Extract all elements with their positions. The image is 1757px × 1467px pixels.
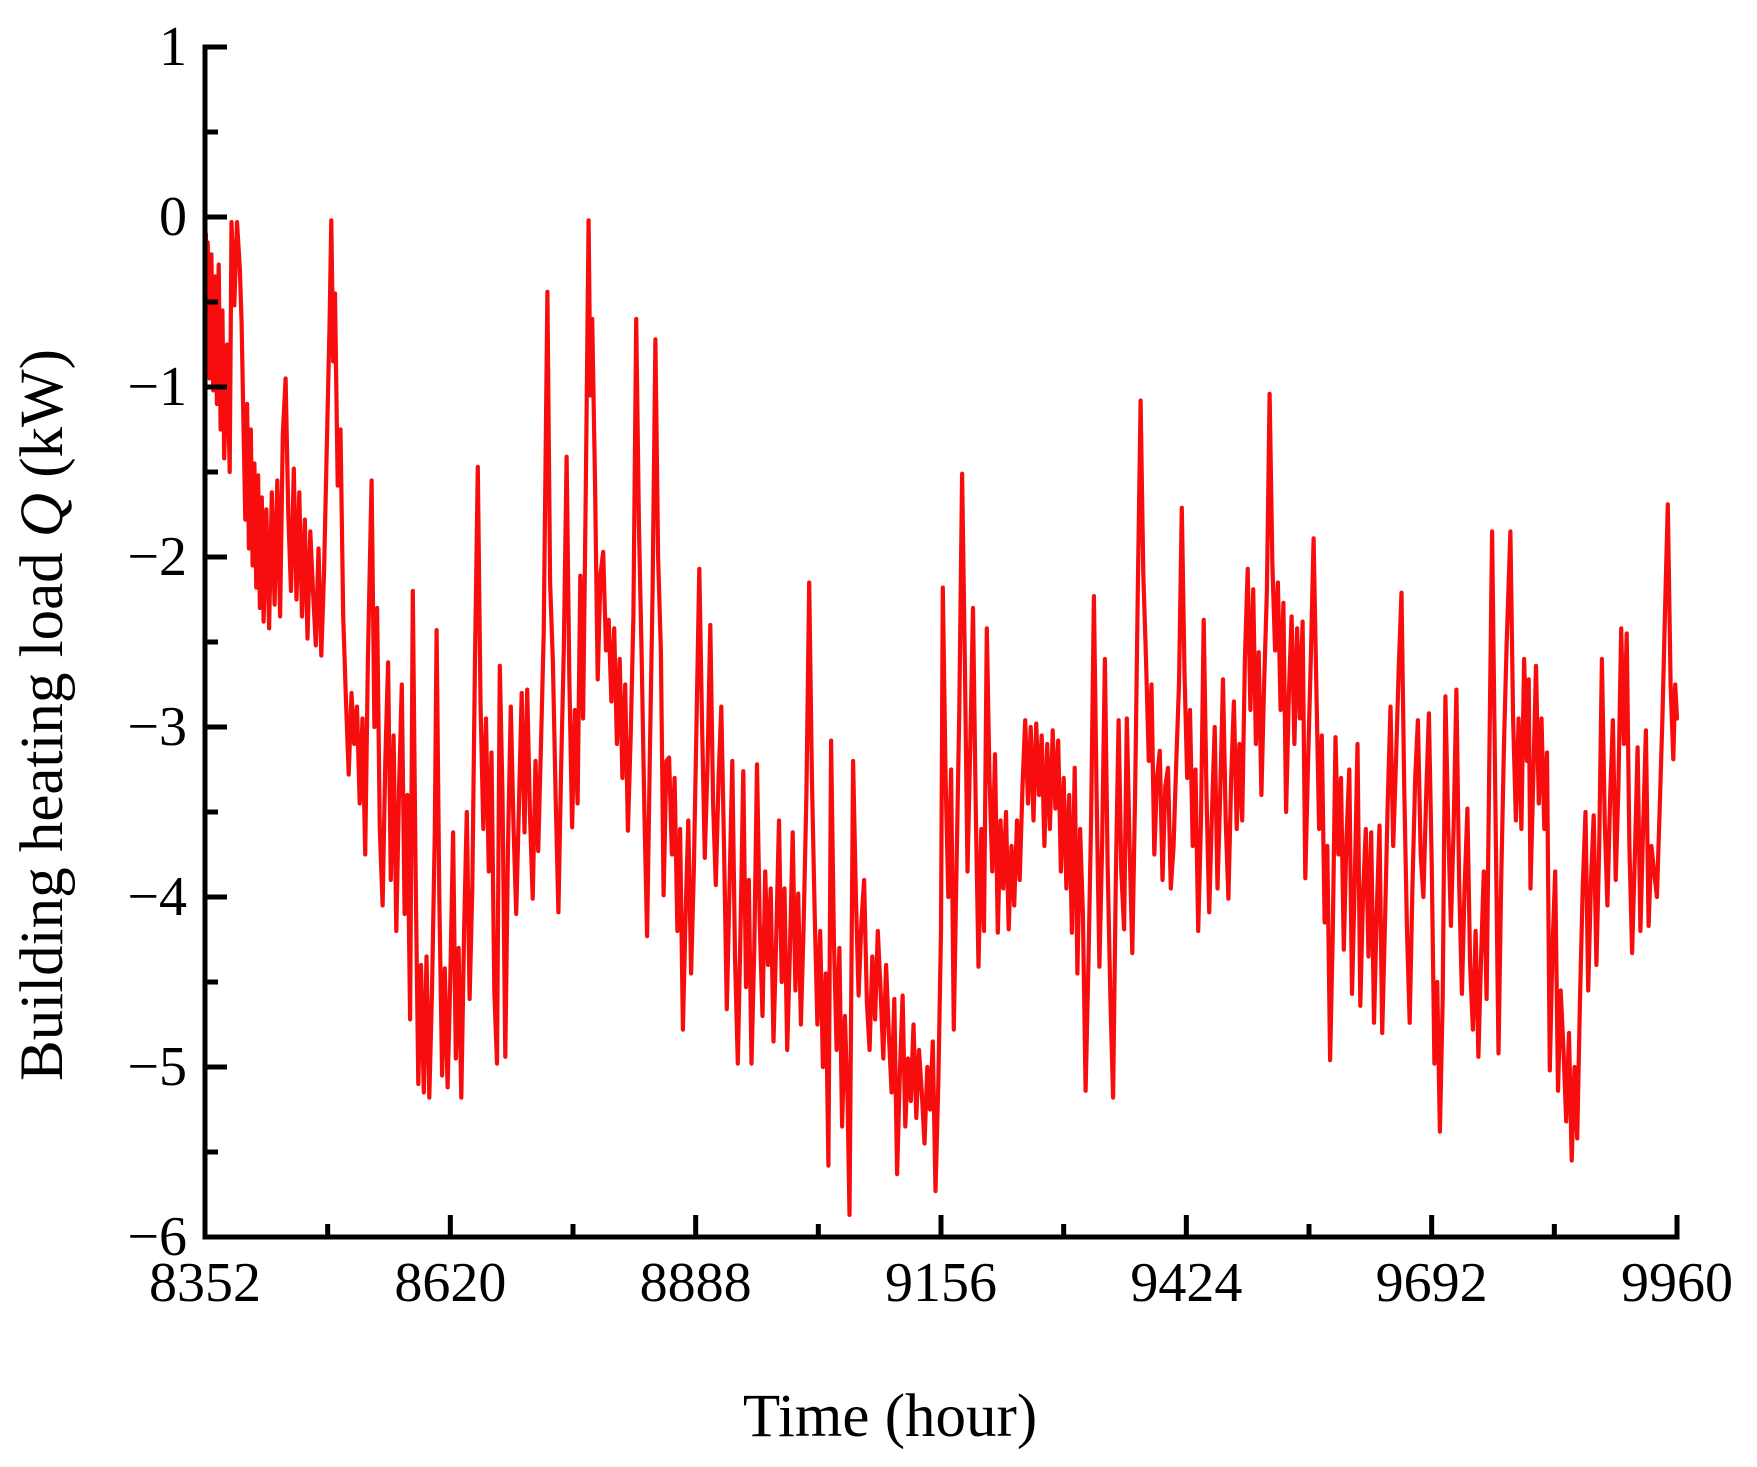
x-tick-label: 9692 — [1376, 1252, 1488, 1314]
y-tick-label: −2 — [127, 526, 187, 588]
y-tick-label: −1 — [127, 356, 187, 418]
axes-group — [202, 44, 1680, 1240]
x-tick-label: 9424 — [1130, 1252, 1242, 1314]
y-tick-label: −6 — [127, 1206, 187, 1268]
heating-load-line — [203, 218, 1680, 1217]
y-tick-label: −3 — [127, 696, 187, 758]
series-group — [203, 218, 1680, 1217]
x-tick-label: 8620 — [394, 1252, 506, 1314]
y-tick-label: 0 — [159, 186, 187, 248]
y-tick-label: −4 — [127, 866, 187, 928]
x-tick-label: 8352 — [149, 1252, 261, 1314]
y-axis-title: Building heating load Q (kW) — [9, 349, 76, 1081]
tick-labels-group: 8352 8620 8888 9156 9424 9692 9960 1 0 −1 −2 −3 −4 −5… — [127, 16, 1733, 1314]
x-tick-label: 9960 — [1621, 1252, 1733, 1314]
x-tick-label: 9156 — [885, 1252, 997, 1314]
y-tick-label: −5 — [127, 1036, 187, 1098]
y-tick-label: 1 — [159, 16, 187, 78]
x-tick-label: 8888 — [640, 1252, 752, 1314]
x-axis-title: Time (hour) — [743, 1383, 1037, 1450]
